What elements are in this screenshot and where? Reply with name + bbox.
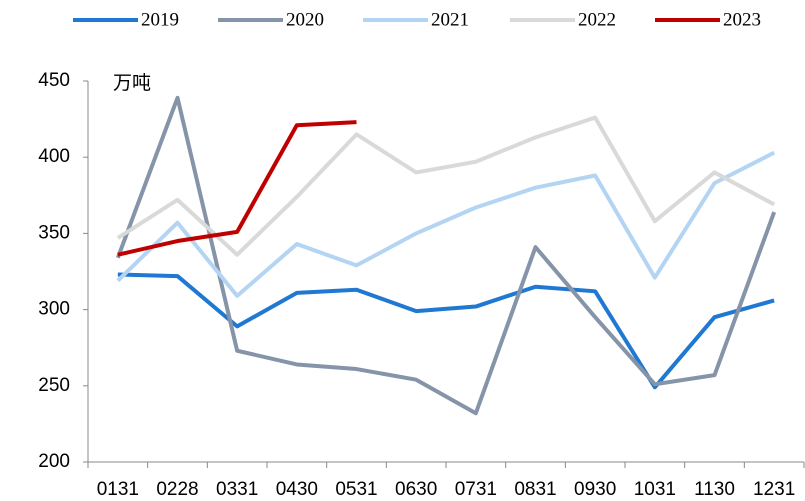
- legend-label: 2023: [723, 9, 761, 30]
- x-tick-label: 0430: [276, 479, 318, 500]
- legend-label: 2022: [578, 9, 616, 30]
- legend-label: 2019: [141, 9, 179, 30]
- x-tick-label: 0930: [574, 479, 616, 500]
- y-tick-label: 350: [38, 222, 70, 243]
- x-tick-label: 0131: [97, 479, 139, 500]
- x-tick-label: 0831: [514, 479, 556, 500]
- x-tick-label: 1031: [634, 479, 676, 500]
- x-tick-label: 1231: [753, 479, 795, 500]
- y-tick-label: 300: [38, 299, 70, 320]
- series-line: [117, 272, 775, 390]
- x-tick-label: 0531: [335, 479, 377, 500]
- series-line: [115, 95, 777, 416]
- x-tick-label: 0630: [395, 479, 437, 500]
- x-tick-label: 0731: [455, 479, 497, 500]
- y-tick-label: 200: [38, 451, 70, 472]
- unit-label: 万吨: [113, 72, 151, 94]
- x-tick-label: 1130: [694, 479, 735, 500]
- series-line: [117, 120, 357, 257]
- series-line: [116, 115, 776, 257]
- legend-label: 2021: [431, 9, 469, 30]
- series-line: [116, 150, 776, 298]
- x-tick-label: 0331: [216, 479, 258, 500]
- y-tick-label: 250: [38, 375, 70, 396]
- y-tick-label: 400: [38, 146, 70, 167]
- legend-label: 2020: [286, 9, 324, 30]
- y-tick-label: 450: [38, 70, 70, 91]
- x-tick-label: 0228: [156, 479, 198, 500]
